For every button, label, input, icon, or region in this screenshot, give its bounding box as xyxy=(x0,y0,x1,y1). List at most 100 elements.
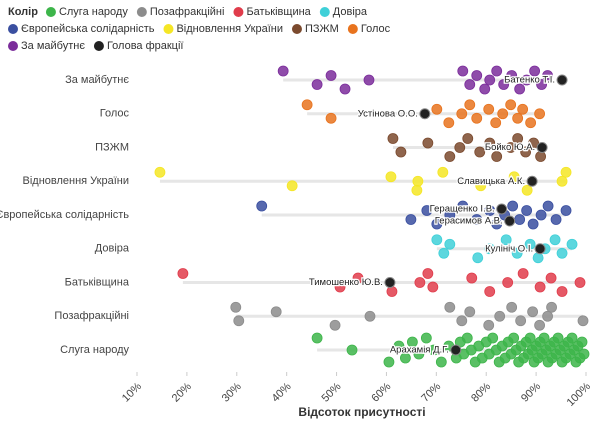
dot xyxy=(534,108,546,120)
dot xyxy=(542,310,553,322)
dot xyxy=(393,340,405,352)
head-label: Герасимов А.В. xyxy=(435,216,503,227)
legend-label: Довіра xyxy=(333,6,368,18)
dot xyxy=(560,166,572,178)
legend-swatch xyxy=(163,24,174,34)
dot xyxy=(560,205,572,216)
dot xyxy=(556,286,568,297)
dot xyxy=(505,99,517,111)
dot xyxy=(177,268,189,279)
dot xyxy=(413,348,425,360)
dot xyxy=(471,112,483,124)
legend-label: Слуга народу xyxy=(59,6,128,18)
legend-label: Голова фракції xyxy=(107,40,184,52)
x-tick-label: 90% xyxy=(519,380,543,404)
dot xyxy=(346,344,358,356)
dot xyxy=(577,315,589,327)
legend-title: Колір xyxy=(8,6,38,18)
dot xyxy=(474,146,486,158)
dot xyxy=(512,133,524,144)
dot xyxy=(456,108,468,120)
dot xyxy=(505,142,517,153)
dot xyxy=(502,277,514,288)
dot xyxy=(230,301,242,313)
legend-label: Відновлення України xyxy=(176,23,283,35)
dot xyxy=(508,171,520,183)
dot xyxy=(286,180,298,192)
y-tick-label: Позафракційні xyxy=(54,310,129,322)
dot xyxy=(363,74,375,86)
dot xyxy=(521,205,533,216)
dot xyxy=(444,151,456,162)
x-tick-label: 60% xyxy=(369,380,393,404)
dot xyxy=(484,74,496,86)
dot xyxy=(491,65,503,77)
legend-label: ПЗЖМ xyxy=(305,23,339,35)
legend-swatch xyxy=(8,41,18,51)
dot xyxy=(462,133,474,144)
dot xyxy=(301,99,313,111)
head-dot xyxy=(419,108,431,120)
dot xyxy=(479,83,491,95)
legend-swatch xyxy=(45,7,56,17)
dot xyxy=(534,281,546,293)
dot xyxy=(507,200,519,212)
dot xyxy=(534,319,546,331)
dot xyxy=(420,332,432,344)
head-dot xyxy=(556,74,568,86)
dot xyxy=(443,117,455,129)
dot xyxy=(422,137,434,149)
legend-swatch xyxy=(291,24,302,34)
legend-swatch xyxy=(233,7,244,17)
dot xyxy=(498,79,510,90)
dot xyxy=(428,344,440,356)
dot xyxy=(484,137,496,149)
legend-label: Європейська солідарність xyxy=(21,23,155,35)
dot xyxy=(256,200,268,212)
dot xyxy=(422,268,434,279)
x-tick-label: 100% xyxy=(565,380,594,409)
dot xyxy=(406,336,418,348)
dot xyxy=(549,234,561,246)
dot xyxy=(566,332,578,344)
dot xyxy=(484,286,496,297)
dot xyxy=(464,79,476,90)
dot xyxy=(546,301,557,313)
head-label: Кулініч О.І. xyxy=(485,243,533,254)
legend-label: Батьківщина xyxy=(246,6,311,18)
dot xyxy=(521,184,533,196)
dot xyxy=(405,214,417,225)
dot xyxy=(483,319,495,331)
dot xyxy=(566,238,578,250)
x-axis-title: Відсоток присутності xyxy=(298,405,425,419)
y-tick-label: ПЗЖМ xyxy=(95,141,129,153)
head-label: Геращенко І.В. xyxy=(430,204,495,215)
legend-swatch xyxy=(93,41,104,51)
dot xyxy=(527,306,539,318)
dot xyxy=(576,336,588,348)
y-tick-label: Голос xyxy=(100,108,130,120)
dot xyxy=(528,137,540,149)
dot xyxy=(471,70,483,81)
x-tick-label: 10% xyxy=(120,380,144,404)
x-tick-label: 30% xyxy=(220,380,244,404)
dot xyxy=(500,234,512,246)
head-label: Бойко Ю.А. xyxy=(485,142,535,153)
legend-label: Позафракційні xyxy=(150,6,225,18)
dot xyxy=(494,310,506,322)
dot xyxy=(491,151,503,162)
dot xyxy=(535,151,547,162)
y-tick-label: Слуга народу xyxy=(60,344,129,356)
dot xyxy=(427,281,439,293)
dot xyxy=(385,171,397,183)
dot xyxy=(438,247,450,259)
dot xyxy=(542,200,554,212)
dot xyxy=(461,332,473,344)
y-tick-label: Батьківщина xyxy=(65,276,130,288)
dot xyxy=(471,214,483,225)
dot xyxy=(466,272,478,284)
head-dot xyxy=(450,344,462,356)
dot xyxy=(524,238,536,250)
dot xyxy=(552,332,564,344)
head-dot xyxy=(534,243,546,255)
